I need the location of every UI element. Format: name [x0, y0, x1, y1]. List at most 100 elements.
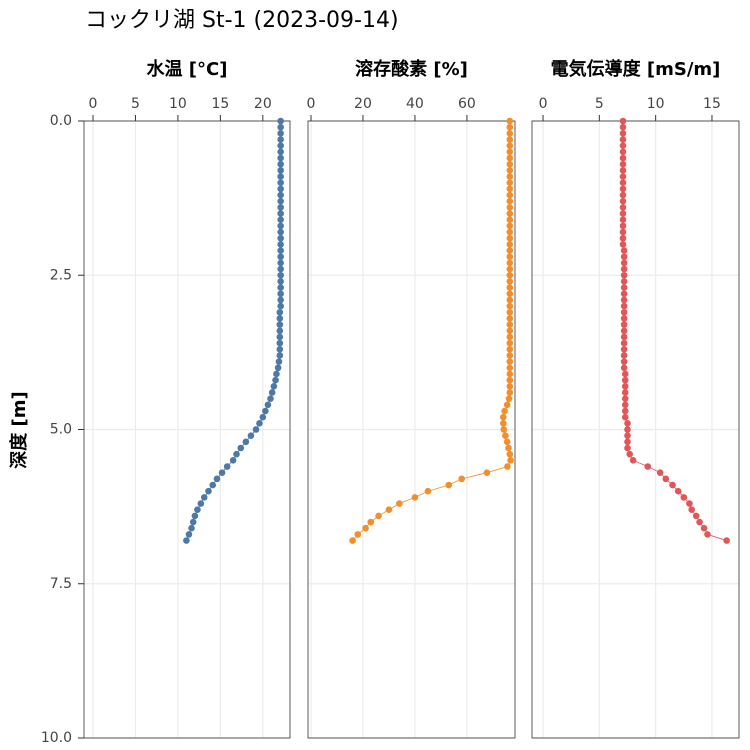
profile-point — [277, 142, 284, 149]
profile-point — [200, 494, 208, 501]
profile-point — [619, 222, 627, 230]
profile-point — [662, 475, 670, 483]
profile-point — [680, 494, 688, 501]
profile-point — [619, 148, 627, 156]
x-tick-label: 40 — [406, 96, 424, 112]
profile-point — [277, 154, 284, 162]
profile-point — [188, 524, 195, 532]
profile-point — [506, 383, 514, 390]
profile-point — [242, 438, 250, 446]
profile-point — [506, 389, 514, 396]
x-tick-label: 60 — [458, 96, 476, 112]
profile-point — [506, 259, 514, 267]
profile-point — [506, 321, 514, 328]
profile-point — [619, 228, 627, 236]
profile-point — [506, 210, 514, 217]
profile-point — [624, 432, 631, 439]
profile-point — [270, 383, 278, 390]
profile-point — [503, 401, 511, 409]
profile-point — [621, 413, 629, 421]
profile-point — [277, 259, 284, 267]
profile-point — [362, 524, 369, 532]
profile-point — [620, 271, 628, 279]
profile-point — [506, 154, 514, 162]
profile-point — [503, 438, 511, 446]
profile-point — [688, 506, 695, 514]
profile-point — [506, 296, 514, 304]
profile-point — [209, 481, 217, 489]
profile-point — [506, 315, 514, 322]
profile-point — [277, 278, 284, 285]
panel-title: 水温 [°C] — [147, 58, 228, 80]
panel-title: 溶存酸素 [%] — [355, 58, 468, 80]
profile-point — [259, 413, 267, 421]
profile-point — [506, 173, 514, 180]
profile-point — [506, 376, 514, 384]
profile-point — [700, 524, 708, 532]
profile-point — [619, 142, 627, 149]
profile-line — [186, 121, 282, 541]
profile-point — [185, 531, 193, 538]
profile-point — [349, 537, 356, 544]
profile-point — [505, 444, 512, 452]
profile-point — [277, 123, 284, 131]
profile-point — [506, 142, 514, 149]
profile-point — [506, 278, 514, 285]
profile-point — [277, 265, 284, 273]
profile-point — [620, 345, 628, 353]
profile-point — [620, 333, 628, 341]
profile-point — [276, 308, 284, 316]
profile-point — [696, 518, 703, 526]
profile-point — [506, 136, 514, 143]
profile-point — [277, 160, 284, 168]
profile-point — [620, 321, 628, 328]
profile-point — [506, 167, 514, 174]
profile-point — [458, 475, 466, 483]
profile-point — [506, 333, 514, 341]
profile-point — [619, 160, 627, 168]
profile-point — [506, 160, 514, 168]
profile-point — [621, 383, 629, 390]
profile-point — [621, 376, 629, 384]
profile-point — [620, 290, 628, 298]
x-tick-label: 15 — [703, 96, 721, 112]
profile-point — [620, 308, 628, 316]
profile-point — [262, 407, 269, 415]
profile-point — [445, 481, 453, 489]
profile-point — [506, 234, 514, 242]
profile-point — [619, 173, 627, 180]
x-tick-label: 5 — [131, 96, 140, 112]
profile-point — [233, 450, 240, 458]
profile-point — [277, 222, 284, 230]
profile-point — [500, 426, 508, 433]
profile-point — [656, 469, 664, 476]
profile-point — [247, 432, 255, 439]
profile-point — [506, 345, 514, 353]
profile-point — [277, 179, 284, 186]
profile-point — [273, 370, 280, 378]
profile-point — [629, 457, 637, 464]
x-tick-label: 5 — [595, 96, 604, 112]
profile-point — [619, 234, 627, 242]
profile-point — [277, 117, 284, 125]
profile-point — [502, 432, 509, 439]
profile-point — [229, 457, 237, 464]
profile-point — [375, 512, 382, 520]
profile-point — [506, 228, 514, 236]
profile-point — [411, 494, 419, 501]
profile-point — [252, 426, 260, 433]
profile-point — [620, 284, 628, 291]
profile-point — [277, 290, 284, 298]
panel-border — [83, 120, 291, 739]
profile-point — [506, 302, 514, 310]
profile-point — [506, 191, 514, 199]
profile-point — [277, 284, 284, 291]
profile-point — [237, 444, 245, 452]
profile-point — [277, 271, 284, 279]
profile-point — [277, 130, 284, 137]
profile-point — [277, 253, 284, 261]
profile-point — [194, 506, 201, 514]
profile-point — [505, 395, 513, 402]
profile-point — [276, 339, 284, 347]
x-tick-label: 20 — [254, 96, 272, 112]
